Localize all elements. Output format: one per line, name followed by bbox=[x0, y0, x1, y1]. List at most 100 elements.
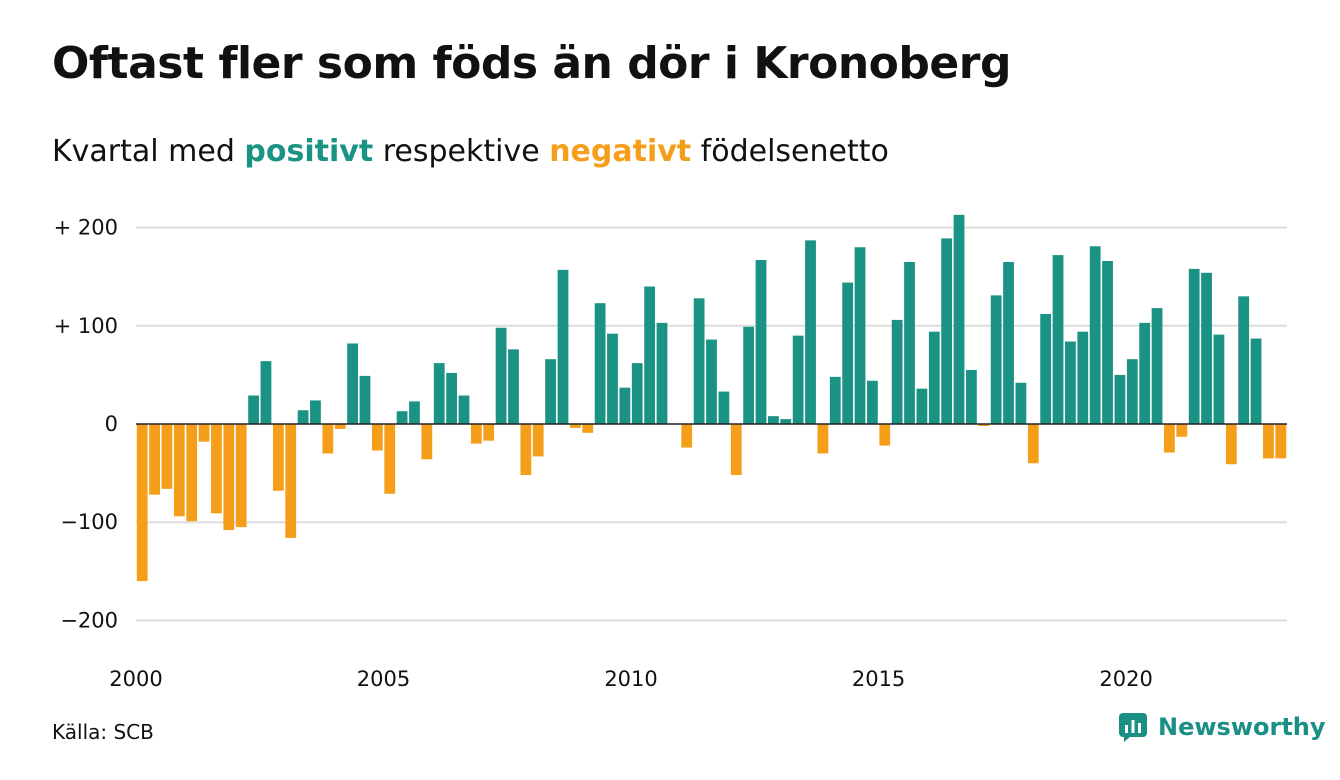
bar-negative bbox=[322, 424, 334, 454]
bar-positive bbox=[409, 401, 420, 424]
bar-positive bbox=[1114, 374, 1126, 424]
bar-positive bbox=[916, 388, 928, 424]
bar-positive bbox=[594, 303, 606, 424]
bar-positive bbox=[891, 319, 903, 424]
bar-positive bbox=[953, 214, 965, 424]
bar-positive bbox=[297, 410, 309, 424]
bar-negative bbox=[1225, 424, 1237, 465]
source-note: Källa: SCB bbox=[52, 720, 154, 744]
bar-positive bbox=[904, 261, 915, 424]
bar-positive bbox=[619, 387, 631, 424]
bar-positive bbox=[792, 335, 804, 424]
bar-negative bbox=[569, 424, 581, 428]
bar-positive bbox=[941, 238, 953, 424]
newsworthy-logo-icon bbox=[1119, 713, 1147, 742]
y-tick-label: + 100 bbox=[54, 314, 118, 338]
bar-positive bbox=[656, 322, 668, 424]
bar-positive bbox=[842, 282, 854, 424]
y-tick-label: + 200 bbox=[54, 216, 118, 240]
bar-negative bbox=[730, 424, 742, 476]
bar-positive bbox=[310, 400, 321, 424]
bars bbox=[136, 214, 1287, 582]
bar-negative bbox=[1263, 424, 1274, 459]
bar-positive bbox=[1139, 322, 1151, 424]
bar-positive bbox=[1089, 246, 1101, 424]
bar-positive bbox=[1015, 382, 1027, 424]
bar-negative bbox=[1027, 424, 1039, 464]
bar-positive bbox=[1040, 314, 1052, 424]
x-tick-label: 2010 bbox=[604, 667, 657, 691]
bar-positive bbox=[545, 359, 556, 424]
bar-positive bbox=[557, 269, 569, 424]
bar-negative bbox=[136, 424, 148, 582]
subtitle-suffix: födelsenetto bbox=[691, 134, 889, 169]
bar-positive bbox=[347, 343, 358, 424]
subtitle-middle: respektive bbox=[373, 134, 550, 169]
bar-positive bbox=[1188, 268, 1200, 424]
bar-negative bbox=[173, 424, 185, 517]
bar-negative bbox=[483, 424, 495, 441]
bar-positive bbox=[1238, 296, 1250, 424]
brand-logo[interactable]: Newsworthy bbox=[1118, 712, 1326, 742]
bar-negative bbox=[186, 424, 198, 522]
bar-negative bbox=[198, 424, 210, 442]
bar-positive bbox=[458, 395, 470, 424]
x-tick-label: 2015 bbox=[852, 667, 905, 691]
bar-negative bbox=[161, 424, 173, 489]
bar-positive bbox=[1151, 308, 1163, 424]
bar-positive bbox=[495, 327, 507, 424]
bar-positive bbox=[1102, 260, 1113, 424]
x-tick-labels: 2000 2005 2010 2015 2020 bbox=[109, 667, 1153, 691]
bar-negative bbox=[1176, 424, 1188, 437]
bar-negative bbox=[334, 424, 346, 429]
bar-negative bbox=[520, 424, 532, 476]
subtitle-negative-label: negativt bbox=[549, 134, 692, 169]
y-tick-label: 0 bbox=[105, 412, 118, 436]
x-tick-label: 2020 bbox=[1099, 667, 1152, 691]
bar-negative bbox=[470, 424, 482, 444]
bar-negative bbox=[371, 424, 383, 451]
bar-positive bbox=[693, 298, 705, 424]
bar-positive bbox=[607, 333, 618, 424]
x-tick-label: 2000 bbox=[109, 667, 162, 691]
y-tick-labels: + 200 + 100 0 −100 −200 bbox=[54, 216, 118, 633]
bar-positive bbox=[1201, 272, 1212, 424]
bar-negative bbox=[421, 424, 433, 460]
bar-negative bbox=[1164, 424, 1175, 453]
chart-subtitle: Kvartal med positivt respektive negativt… bbox=[52, 134, 889, 169]
brand-name: Newsworthy bbox=[1158, 713, 1326, 741]
bar-positive bbox=[1052, 255, 1064, 424]
x-tick-label: 2005 bbox=[357, 667, 410, 691]
y-tick-label: −200 bbox=[60, 608, 118, 632]
subtitle-positive-label: positivt bbox=[244, 134, 374, 169]
bar-positive bbox=[1077, 331, 1089, 424]
bar-negative bbox=[223, 424, 235, 531]
bar-negative bbox=[582, 424, 594, 433]
bar-positive bbox=[1065, 341, 1076, 424]
bar-positive bbox=[805, 240, 816, 424]
bar-positive bbox=[396, 411, 408, 424]
bar-positive bbox=[854, 247, 866, 424]
bar-positive bbox=[780, 419, 792, 424]
subtitle-prefix: Kvartal med bbox=[52, 134, 245, 169]
bar-positive bbox=[706, 339, 717, 424]
bar-positive bbox=[755, 260, 767, 424]
bar-positive bbox=[743, 326, 755, 424]
bar-positive bbox=[644, 286, 656, 424]
bar-negative bbox=[879, 424, 891, 446]
bar-positive bbox=[1126, 359, 1138, 424]
bar-negative bbox=[384, 424, 396, 494]
y-tick-label: −100 bbox=[60, 510, 118, 534]
bar-positive bbox=[446, 372, 457, 424]
bar-negative bbox=[978, 424, 990, 426]
bar-positive bbox=[928, 331, 940, 424]
bar-negative bbox=[532, 424, 544, 457]
bar-positive bbox=[1213, 334, 1225, 424]
bar-negative bbox=[285, 424, 297, 538]
bar-positive bbox=[1003, 261, 1014, 424]
bar-positive bbox=[631, 363, 643, 424]
bar-positive bbox=[433, 363, 445, 424]
grid-lines bbox=[136, 226, 1287, 622]
bar-negative bbox=[149, 424, 160, 495]
bar-negative bbox=[235, 424, 247, 528]
